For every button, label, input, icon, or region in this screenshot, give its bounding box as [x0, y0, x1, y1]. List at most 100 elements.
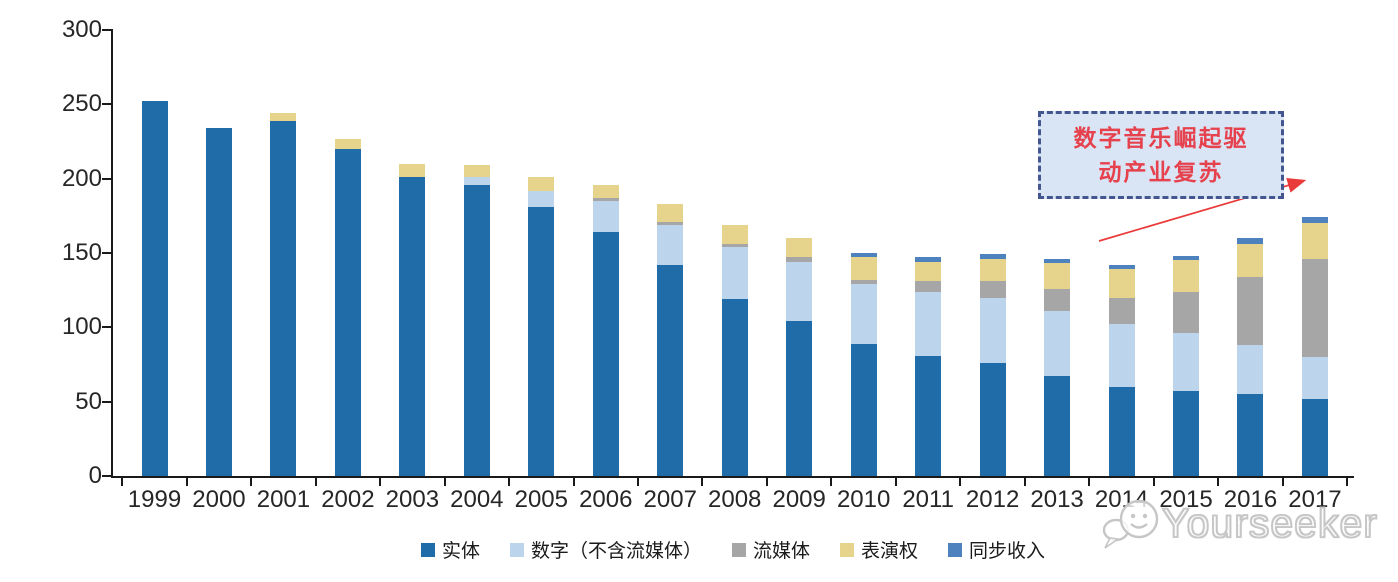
x-tick-mark — [379, 478, 382, 486]
x-tick-label: 2004 — [450, 486, 504, 513]
bar-segment-2009 — [786, 261, 813, 322]
x-tick-mark — [1281, 478, 1284, 486]
bar-segment-2008 — [721, 224, 748, 245]
y-tick-label: 0 — [88, 462, 102, 489]
bar-segment-2015 — [1173, 291, 1200, 334]
x-tick-mark — [959, 478, 962, 486]
x-tick-label: 2009 — [772, 486, 826, 513]
y-tick-mark — [102, 326, 111, 329]
x-tick-mark — [121, 478, 124, 486]
bar-segment-2015 — [1173, 255, 1200, 261]
x-tick-label: 2015 — [1159, 486, 1213, 513]
y-tick-mark — [102, 29, 111, 31]
x-tick-label: 2005 — [514, 486, 568, 513]
x-tick-label: 2016 — [1223, 486, 1278, 513]
annotation-line-2: 动产业复苏 — [1098, 159, 1224, 185]
legend-item: 流媒体 — [731, 536, 810, 563]
bar-segment-2017 — [1301, 223, 1328, 259]
legend-swatch — [948, 542, 963, 557]
y-tick-label: 200 — [61, 164, 102, 192]
x-tick-mark — [185, 478, 188, 486]
legend-label: 数字（不含流媒体） — [530, 541, 702, 562]
watermark: Yourseeker — [1100, 494, 1378, 552]
bar-segment-2012 — [979, 363, 1006, 476]
bar-segment-2005 — [528, 190, 555, 207]
x-tick-mark — [1217, 478, 1220, 486]
legend-label: 表演权 — [861, 541, 919, 562]
bar-segment-2007 — [657, 264, 684, 476]
bar-segment-2017 — [1301, 258, 1328, 358]
bar-segment-2005 — [528, 206, 555, 476]
bar-segment-2013 — [1044, 258, 1071, 264]
legend-swatch — [731, 542, 746, 557]
y-tick-label: 300 — [61, 16, 102, 43]
x-tick-mark — [765, 478, 768, 486]
bar-segment-2003 — [399, 163, 426, 178]
bar-segment-2013 — [1044, 288, 1071, 311]
bar-segment-2008 — [721, 299, 748, 476]
bar-segment-2016 — [1237, 394, 1264, 476]
legend-item: 数字（不含流媒体） — [509, 536, 702, 563]
bar-segment-2016 — [1237, 238, 1264, 245]
bar-segment-2011 — [915, 257, 942, 262]
x-tick-mark — [1023, 478, 1026, 486]
y-tick-mark — [102, 252, 111, 254]
bar-segment-2004 — [463, 177, 490, 185]
bar-segment-2009 — [786, 257, 813, 262]
bar-segment-2015 — [1173, 391, 1200, 476]
x-tick-mark — [1152, 478, 1155, 486]
x-tick-mark — [250, 478, 253, 486]
bar-segment-2010 — [850, 284, 877, 344]
bar-segment-2004 — [463, 165, 490, 178]
x-tick-mark — [830, 478, 833, 486]
x-tick-label: 2003 — [385, 486, 440, 513]
bar-segment-2014 — [1108, 264, 1135, 270]
x-tick-label: 2006 — [579, 486, 633, 513]
bar-segment-2017 — [1301, 357, 1328, 399]
bar-segment-2016 — [1237, 345, 1264, 395]
bar-segment-2014 — [1108, 386, 1135, 476]
x-tick-mark — [443, 478, 446, 486]
x-tick-label: 2000 — [192, 486, 246, 513]
bar-segment-2014 — [1108, 324, 1135, 387]
x-tick-mark — [314, 478, 317, 486]
y-tick-mark — [102, 400, 111, 403]
x-tick-label: 2010 — [836, 486, 891, 513]
bar-segment-2011 — [915, 291, 942, 356]
bar-segment-2012 — [979, 297, 1006, 363]
x-tick-label: 1999 — [127, 486, 182, 513]
bar-segment-2015 — [1173, 333, 1200, 392]
legend-swatch — [509, 542, 524, 557]
legend-item: 表演权 — [840, 536, 918, 563]
bar-segment-2012 — [979, 254, 1006, 259]
bar-segment-2013 — [1044, 310, 1071, 377]
y-axis-line — [111, 29, 113, 478]
bar-segment-2011 — [915, 281, 942, 292]
bar-segment-2000 — [205, 128, 232, 476]
x-tick-label: 2017 — [1288, 486, 1342, 513]
legend-swatch — [420, 542, 435, 557]
y-tick-label: 50 — [75, 387, 102, 415]
bar-segment-2010 — [850, 343, 877, 476]
bar-segment-2014 — [1108, 269, 1135, 298]
bar-segment-2006 — [592, 200, 619, 233]
legend-swatch — [840, 542, 854, 557]
bar-segment-2005 — [528, 177, 555, 191]
x-tick-mark — [894, 478, 897, 486]
y-tick-mark — [102, 177, 111, 180]
bar-segment-2001 — [270, 113, 297, 121]
bar-segment-2017 — [1301, 217, 1328, 224]
bar-segment-2004 — [463, 184, 490, 476]
y-tick-label: 150 — [61, 239, 102, 266]
x-tick-label: 2001 — [256, 486, 311, 513]
bar-segment-2016 — [1237, 276, 1264, 346]
legend-label: 同步收入 — [969, 541, 1046, 562]
bar-segment-2006 — [592, 232, 619, 476]
x-tick-label: 2012 — [965, 486, 1020, 513]
bar-segment-2013 — [1044, 376, 1071, 476]
y-tick-mark — [102, 475, 111, 477]
x-tick-mark — [572, 478, 575, 486]
bar-segment-2012 — [979, 281, 1006, 298]
x-tick-label: 2013 — [1030, 486, 1084, 513]
